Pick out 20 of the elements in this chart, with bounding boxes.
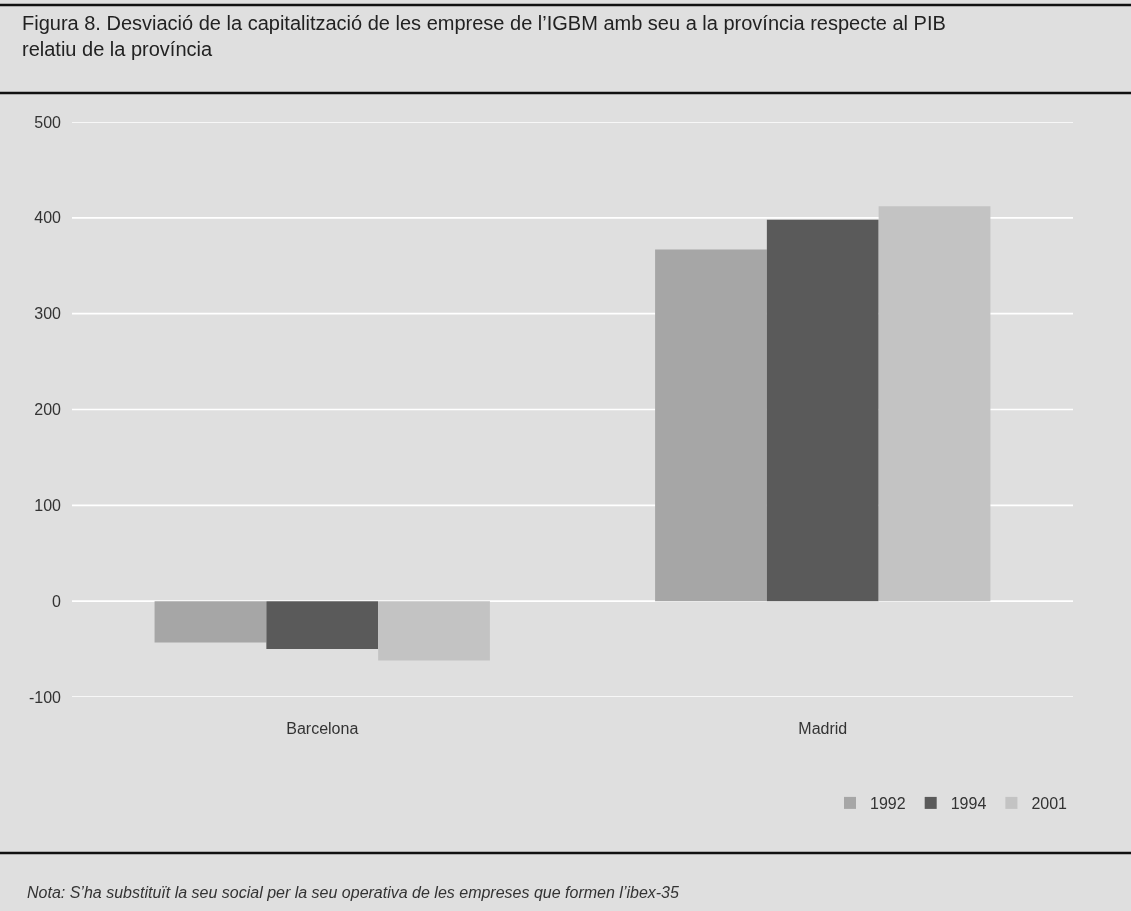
y-tick-label: 400 (34, 209, 62, 227)
legend-label: 1992 (870, 795, 906, 813)
bar (266, 601, 379, 650)
bar (878, 206, 991, 602)
legend-label: 1994 (950, 795, 987, 813)
y-tick-label: 100 (34, 496, 62, 514)
x-tick-label: Barcelona (286, 720, 359, 737)
bar (378, 601, 490, 661)
y-tick-label: 200 (34, 401, 62, 419)
y-tick-label: 0 (52, 592, 62, 610)
y-tick-label: 300 (34, 305, 62, 323)
y-tick-label: -100 (28, 688, 62, 706)
x-tick-label: Madrid (798, 720, 848, 737)
legend-label: 2001 (1031, 795, 1068, 813)
text: Nota: S’ha substituït la seu social per la seu operativa de les empreses que formen l’ibex-35 (27, 884, 680, 901)
bar (655, 249, 767, 602)
bar (766, 219, 879, 602)
chart-title: Figura 8. Desviació de la capitalització de les emprese de l’IGBM amb seu a la província respecte al PIB relatiu de la província (22, 12, 946, 60)
bar (154, 601, 267, 643)
y-tick-label: 500 (34, 113, 62, 131)
